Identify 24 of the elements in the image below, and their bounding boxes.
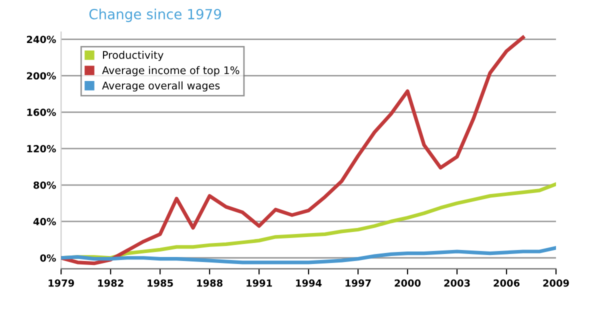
y-tick-label: 160% (27, 108, 56, 116)
x-tick-label: 1994 (296, 279, 322, 287)
x-tick-label: 1979 (48, 279, 74, 287)
x-tick-label: 2003 (444, 279, 470, 287)
x-tick-label: 1985 (148, 279, 173, 287)
line-series (61, 246, 556, 264)
legend-label: Productivity (103, 50, 164, 61)
x-tick-label: 2009 (543, 279, 569, 287)
x-tick-label: 1982 (98, 279, 124, 287)
line-series (61, 36, 525, 266)
x-tick-label: 2000 (394, 279, 421, 287)
legend-label: Average overall wages (102, 81, 220, 92)
y-tick-label: 40% (33, 218, 56, 226)
x-tick-label: 1988 (197, 279, 222, 287)
x-tick-label: 1997 (346, 279, 371, 287)
x-tick-label: 1991 (246, 279, 272, 287)
chart-title: Change since 1979 (89, 8, 222, 22)
y-tick-label: 0% (40, 254, 56, 262)
legend-label: Average income of top 1% (102, 66, 240, 76)
x-tick-label: 2006 (494, 279, 520, 287)
y-tick-label: 80% (34, 181, 56, 189)
y-tick-label: 240% (26, 36, 56, 44)
y-tick-label: 200% (26, 72, 56, 80)
y-tick-label: 120% (27, 145, 56, 152)
